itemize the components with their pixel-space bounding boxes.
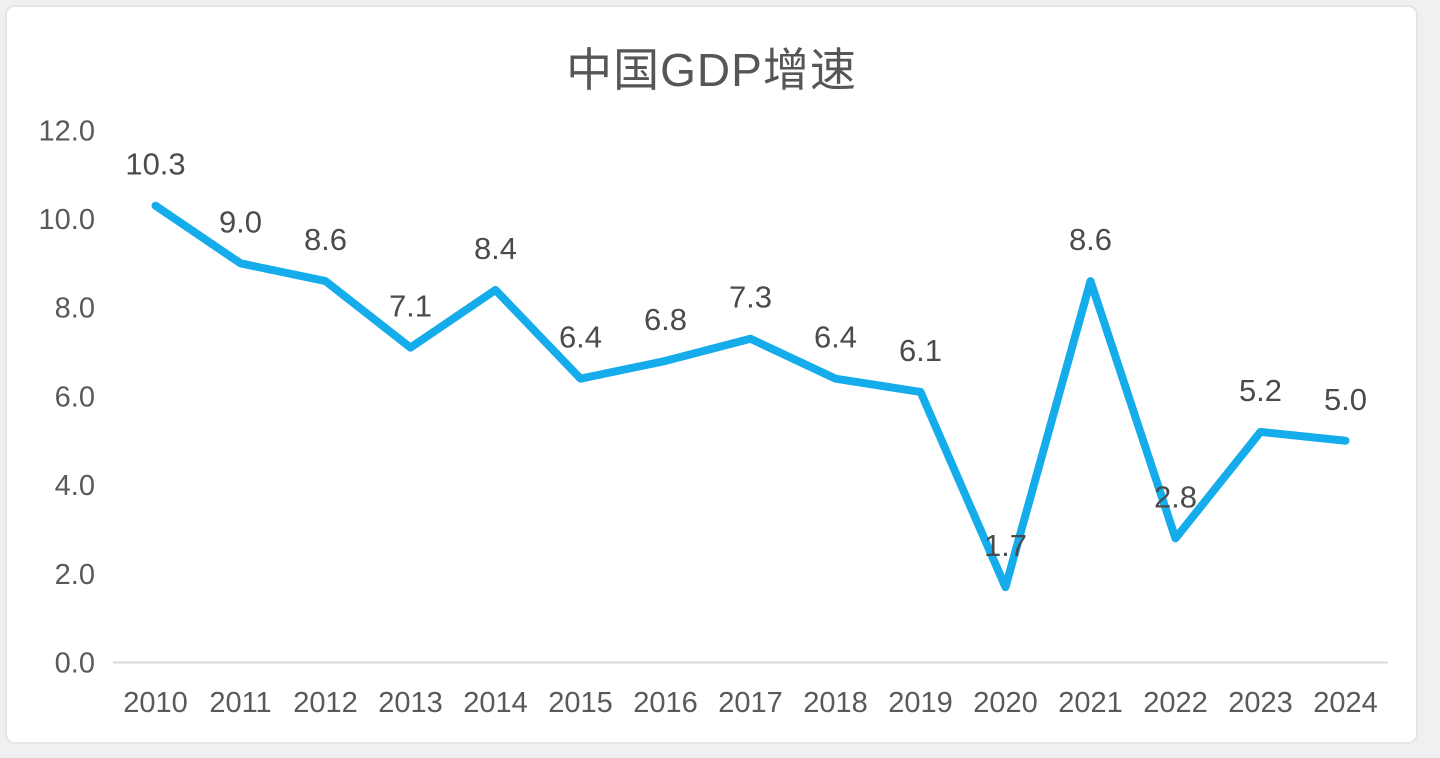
x-axis-tick-label: 2022 [1143,687,1208,719]
chart-title: 中国GDP增速 [566,44,857,96]
data-label: 5.2 [1239,373,1282,408]
x-axis-tick-label: 2013 [378,687,443,719]
x-axis-tick-label: 2024 [1313,687,1378,719]
data-label: 10.3 [125,147,185,182]
data-label: 8.6 [1069,222,1112,257]
x-axis-tick-label: 2011 [209,687,271,719]
data-label: 1.7 [984,528,1027,563]
data-label: 7.3 [729,280,772,315]
data-label: 8.6 [304,222,347,257]
data-label: 6.4 [559,320,602,355]
x-axis-tick-label: 2015 [548,687,613,719]
data-label: 6.4 [814,320,857,355]
y-axis-tick-label: 6.0 [55,381,95,413]
x-axis-tick-label: 2019 [888,687,953,719]
x-axis-tick-label: 2014 [463,687,528,719]
data-label: 2.8 [1154,479,1197,514]
x-axis-tick-label: 2020 [973,687,1038,719]
x-axis-tick-label: 2018 [803,687,868,719]
data-label: 9.0 [219,204,262,239]
chart-card: 中国GDP增速 [5,5,1418,744]
x-axis-tick-label: 2023 [1228,687,1293,719]
y-axis-tick-label: 2.0 [55,559,95,591]
data-label: 6.1 [899,333,942,368]
data-label: 5.0 [1324,382,1367,417]
y-axis-tick-label: 4.0 [55,470,95,502]
data-label: 7.1 [389,289,432,324]
x-axis-tick-label: 2017 [718,687,783,719]
x-axis-tick-label: 2010 [123,687,188,719]
gdp-growth-line [151,201,1350,592]
data-label: 6.8 [644,302,687,337]
data-label: 8.4 [474,231,517,266]
x-axis-tick-label: 2016 [633,687,698,719]
x-axis-tick-label: 2021 [1058,687,1123,719]
y-axis-tick-label: 10.0 [39,204,95,236]
y-axis-tick-label: 8.0 [55,293,95,325]
y-axis-tick-label: 12.0 [39,115,95,147]
y-axis-tick-label: 0.0 [55,648,95,680]
x-axis-tick-label: 2012 [293,687,358,719]
